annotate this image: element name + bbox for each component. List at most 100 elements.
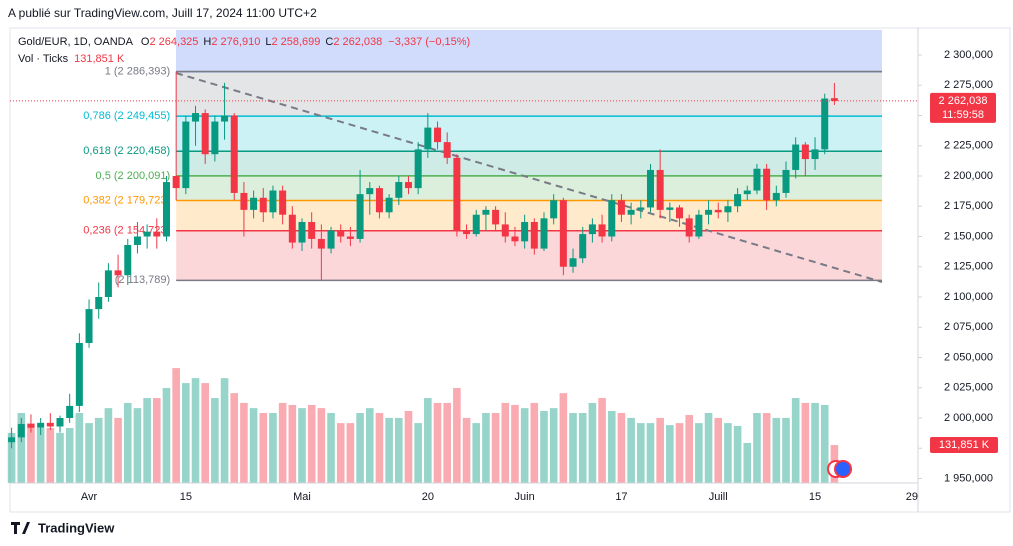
candle-body bbox=[279, 190, 287, 215]
candle-body bbox=[714, 209, 722, 213]
candle-body bbox=[424, 127, 432, 150]
volume-bar bbox=[249, 408, 258, 483]
candle-body bbox=[617, 200, 625, 215]
published-line: A publié sur TradingView.com, Juill 17, … bbox=[8, 6, 317, 20]
volume-bar bbox=[375, 413, 384, 483]
x-tick-label: Avr bbox=[81, 491, 98, 503]
y-tick-label: 2 050,000 bbox=[944, 351, 993, 363]
volume-bar bbox=[617, 413, 626, 483]
candle-body bbox=[317, 238, 325, 249]
candle-body bbox=[56, 417, 64, 427]
candle-body bbox=[298, 221, 306, 243]
y-tick-label: 2 000,000 bbox=[944, 412, 993, 424]
change: −3,337 (−0,15%) bbox=[388, 36, 470, 48]
volume-bar bbox=[772, 417, 781, 483]
fib-label: 1 (2 286,393) bbox=[105, 65, 170, 77]
volume-bar bbox=[356, 413, 364, 483]
volume-bar bbox=[46, 427, 55, 483]
candle-body bbox=[114, 270, 122, 276]
volume-bar bbox=[240, 402, 248, 483]
frame bbox=[9, 27, 1011, 513]
candle-body bbox=[27, 424, 35, 428]
volume-bar bbox=[549, 408, 558, 483]
candle-body bbox=[646, 169, 654, 208]
volume-bar bbox=[762, 413, 771, 483]
candle-body bbox=[104, 270, 112, 297]
volume-bar bbox=[307, 404, 316, 483]
y-tick-label: 2 225,000 bbox=[944, 140, 993, 152]
volume-bar bbox=[743, 442, 752, 483]
volume-bar bbox=[230, 393, 239, 483]
h-value: 2 276,910 bbox=[211, 36, 260, 48]
volume-bar bbox=[782, 417, 790, 483]
candle-body bbox=[259, 197, 267, 213]
volume-bar bbox=[143, 398, 151, 483]
candle-body bbox=[743, 190, 751, 195]
volume-bar bbox=[656, 417, 664, 483]
volume-bar bbox=[753, 413, 761, 483]
volume-bar bbox=[94, 417, 103, 483]
y-tick-label: 2 200,000 bbox=[944, 170, 993, 182]
volume-bar bbox=[666, 425, 674, 483]
fib-label: 0,618 (2 220,458) bbox=[83, 145, 170, 157]
volume-bar bbox=[385, 417, 393, 483]
volume-bar bbox=[501, 402, 510, 483]
candle-body bbox=[192, 113, 200, 122]
candle-body bbox=[724, 206, 732, 213]
x-tick-label: 15 bbox=[180, 491, 192, 503]
fib-label: 0,382 (2 179,723) bbox=[83, 194, 170, 206]
candle-body bbox=[521, 221, 529, 242]
candle-body bbox=[443, 142, 451, 158]
last-price-tag bbox=[930, 92, 996, 123]
candle-body bbox=[627, 209, 635, 215]
candle-body bbox=[685, 218, 693, 237]
candle-body bbox=[143, 231, 151, 237]
footer-brand: TradingView bbox=[38, 520, 115, 535]
h-key: H bbox=[203, 36, 211, 48]
y-tick-label: 2 025,000 bbox=[944, 382, 993, 394]
candle-body bbox=[337, 230, 345, 237]
volume-bar bbox=[133, 408, 142, 483]
volume-bar bbox=[220, 378, 229, 483]
fib-zone bbox=[176, 230, 882, 281]
volume-bar bbox=[520, 408, 529, 483]
y-tick-label: 2 150,000 bbox=[944, 230, 993, 242]
candle-body bbox=[695, 214, 703, 237]
volume-bar bbox=[259, 413, 268, 483]
volume-bar bbox=[317, 408, 326, 483]
fib-label: 0 (2 113,789) bbox=[106, 274, 171, 286]
candle-body bbox=[492, 209, 500, 225]
volume-bar bbox=[56, 432, 64, 483]
volume-bar bbox=[724, 423, 732, 483]
volume-group bbox=[7, 368, 839, 483]
candle-body bbox=[550, 200, 558, 219]
last-price-label: 2 262,038 bbox=[939, 95, 988, 107]
x-tick-label: Juill bbox=[709, 491, 728, 503]
volume-bar bbox=[191, 378, 200, 483]
volume-bar bbox=[462, 417, 471, 483]
volume-bar bbox=[443, 402, 451, 483]
volume-bar bbox=[578, 413, 587, 483]
candle-body bbox=[821, 98, 829, 150]
candle-body bbox=[211, 121, 219, 155]
candle-body bbox=[453, 157, 461, 231]
candle-body bbox=[250, 197, 258, 210]
volume-bar bbox=[791, 398, 800, 483]
x-tick-label: 15 bbox=[809, 491, 821, 503]
o-value: 2 264,325 bbox=[149, 36, 198, 48]
candle-body bbox=[434, 127, 442, 143]
volume-bar bbox=[482, 413, 490, 483]
candle-body bbox=[124, 244, 132, 276]
candle-body bbox=[501, 224, 509, 237]
event-icon-flag[interactable] bbox=[834, 460, 852, 478]
fib-zone bbox=[176, 116, 882, 152]
volume-bar bbox=[114, 417, 122, 483]
candle-body bbox=[230, 115, 238, 193]
volume-bar bbox=[104, 408, 113, 483]
volume-bar bbox=[172, 368, 180, 483]
volume-bar bbox=[404, 411, 413, 483]
fib-top-band bbox=[176, 30, 882, 73]
candle-body bbox=[162, 182, 170, 237]
